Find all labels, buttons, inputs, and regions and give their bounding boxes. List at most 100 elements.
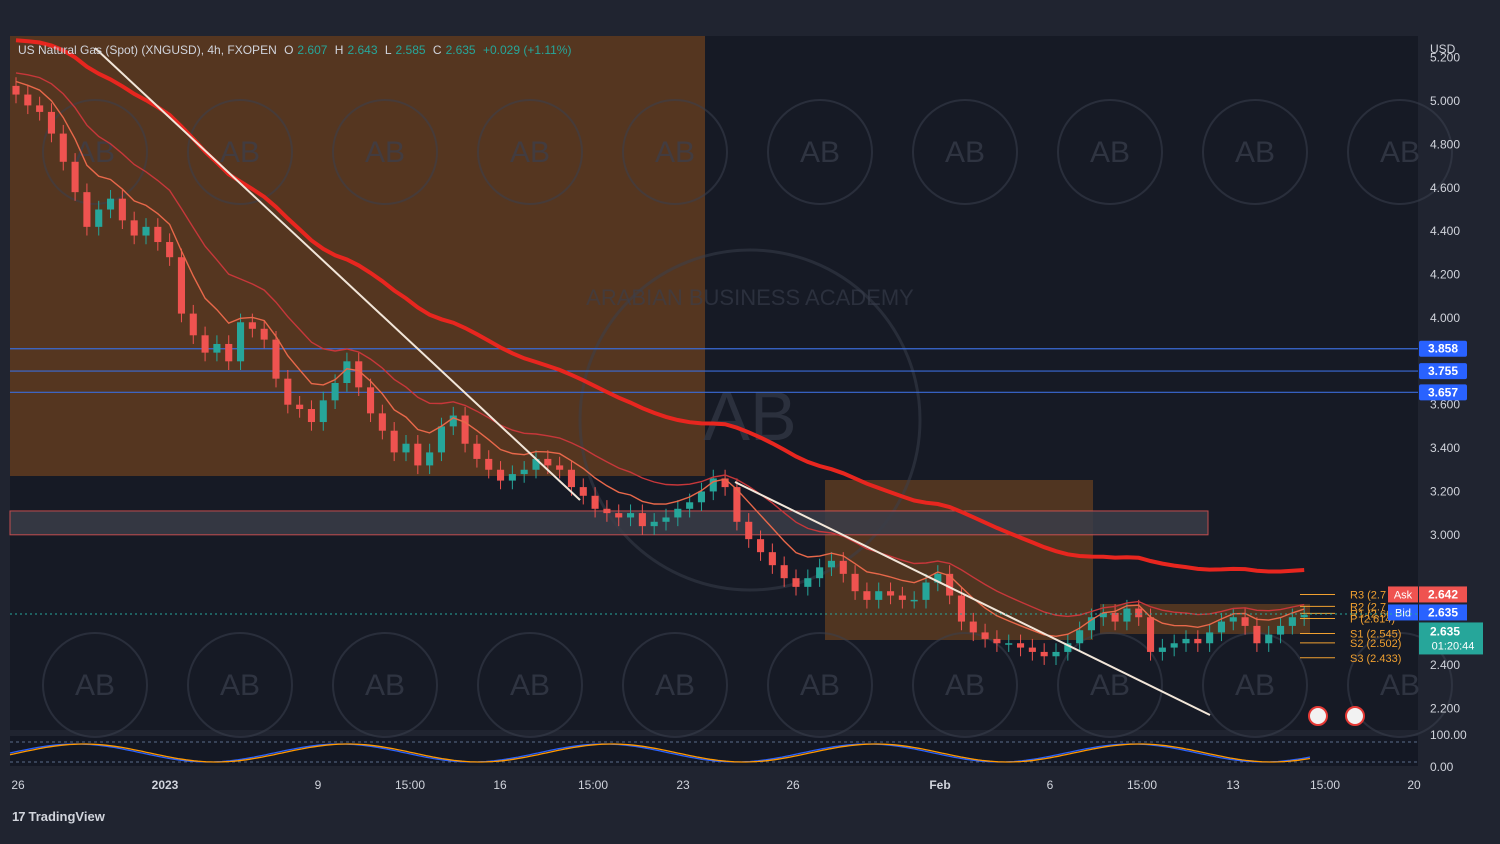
candle[interactable] xyxy=(1217,621,1225,633)
candle[interactable] xyxy=(627,513,635,518)
candle[interactable] xyxy=(331,383,339,401)
candle[interactable] xyxy=(816,567,824,579)
candle[interactable] xyxy=(71,161,79,193)
candle[interactable] xyxy=(142,226,150,236)
candle[interactable] xyxy=(638,513,646,527)
candle[interactable] xyxy=(1087,617,1095,631)
candle[interactable] xyxy=(414,443,422,466)
candle[interactable] xyxy=(887,591,895,596)
candle[interactable] xyxy=(225,343,233,362)
candle[interactable] xyxy=(248,322,256,329)
candle[interactable] xyxy=(686,502,694,509)
candle[interactable] xyxy=(1135,608,1143,618)
trend-line[interactable] xyxy=(94,47,581,501)
candle[interactable] xyxy=(166,242,174,258)
candle[interactable] xyxy=(461,415,469,444)
candle[interactable] xyxy=(745,521,753,540)
candle[interactable] xyxy=(426,452,434,466)
candle[interactable] xyxy=(981,632,989,639)
candle[interactable] xyxy=(1241,617,1249,626)
candle[interactable] xyxy=(567,469,575,488)
candle[interactable] xyxy=(1064,643,1072,652)
candle[interactable] xyxy=(1099,612,1107,618)
candle[interactable] xyxy=(946,573,954,596)
candle[interactable] xyxy=(189,313,197,336)
candle[interactable] xyxy=(1277,625,1285,635)
candle[interactable] xyxy=(473,443,481,459)
candle[interactable] xyxy=(863,591,871,600)
candle[interactable] xyxy=(1076,630,1084,644)
candle[interactable] xyxy=(934,573,942,583)
candle[interactable] xyxy=(851,573,859,592)
candle[interactable] xyxy=(757,539,765,553)
candle[interactable] xyxy=(83,192,91,227)
candle[interactable] xyxy=(296,404,304,410)
candle[interactable] xyxy=(47,111,55,134)
candle[interactable] xyxy=(260,328,268,340)
candle[interactable] xyxy=(804,578,812,587)
candle[interactable] xyxy=(709,478,717,492)
candle[interactable] xyxy=(875,591,883,600)
candle[interactable] xyxy=(650,521,658,527)
candle[interactable] xyxy=(532,458,540,470)
candle[interactable] xyxy=(118,198,126,221)
candle[interactable] xyxy=(591,495,599,509)
candle[interactable] xyxy=(378,413,386,431)
candle[interactable] xyxy=(993,638,1001,644)
candle[interactable] xyxy=(367,387,375,414)
candle[interactable] xyxy=(898,595,906,600)
candle[interactable] xyxy=(827,560,835,568)
candle[interactable] xyxy=(839,560,847,574)
candle[interactable] xyxy=(1040,651,1048,657)
candle[interactable] xyxy=(485,458,493,470)
candle[interactable] xyxy=(910,599,918,602)
candle[interactable] xyxy=(544,458,552,466)
candle[interactable] xyxy=(36,105,44,112)
candle[interactable] xyxy=(1028,647,1036,652)
candle[interactable] xyxy=(1017,643,1025,648)
us-flag-event-icon[interactable] xyxy=(1345,706,1365,726)
candle[interactable] xyxy=(107,198,115,210)
candle[interactable] xyxy=(201,335,209,353)
candle[interactable] xyxy=(922,582,930,600)
candle[interactable] xyxy=(12,85,20,95)
trend-line[interactable] xyxy=(734,481,1211,716)
candle[interactable] xyxy=(603,508,611,514)
candle[interactable] xyxy=(768,552,776,566)
candle[interactable] xyxy=(674,508,682,518)
candle[interactable] xyxy=(237,322,245,362)
candle[interactable] xyxy=(1123,608,1131,622)
candle[interactable] xyxy=(402,443,410,453)
candle[interactable] xyxy=(59,133,67,162)
candle[interactable] xyxy=(319,400,327,423)
candle[interactable] xyxy=(272,339,280,379)
candle[interactable] xyxy=(1253,625,1261,644)
candle[interactable] xyxy=(697,491,705,503)
candle[interactable] xyxy=(780,565,788,579)
tradingview-brand[interactable]: 17 TradingView xyxy=(12,809,105,824)
candle[interactable] xyxy=(520,469,528,475)
candle[interactable] xyxy=(307,409,315,423)
candle[interactable] xyxy=(497,469,505,481)
candle[interactable] xyxy=(1005,643,1013,645)
candle[interactable] xyxy=(437,426,445,453)
candle[interactable] xyxy=(213,343,221,353)
candle[interactable] xyxy=(1300,615,1308,618)
candle[interactable] xyxy=(957,595,965,622)
candle[interactable] xyxy=(1147,617,1155,652)
candle[interactable] xyxy=(284,378,292,405)
candle[interactable] xyxy=(130,220,138,236)
candle[interactable] xyxy=(1111,612,1119,622)
candle[interactable] xyxy=(1265,634,1273,644)
candle[interactable] xyxy=(154,226,162,243)
candle[interactable] xyxy=(721,478,729,488)
candle[interactable] xyxy=(177,257,185,314)
candle[interactable] xyxy=(390,430,398,453)
candle[interactable] xyxy=(969,621,977,633)
candle[interactable] xyxy=(615,513,623,518)
candle[interactable] xyxy=(662,517,670,522)
candle[interactable] xyxy=(355,361,363,388)
candle[interactable] xyxy=(1194,638,1202,644)
candle[interactable] xyxy=(792,578,800,587)
